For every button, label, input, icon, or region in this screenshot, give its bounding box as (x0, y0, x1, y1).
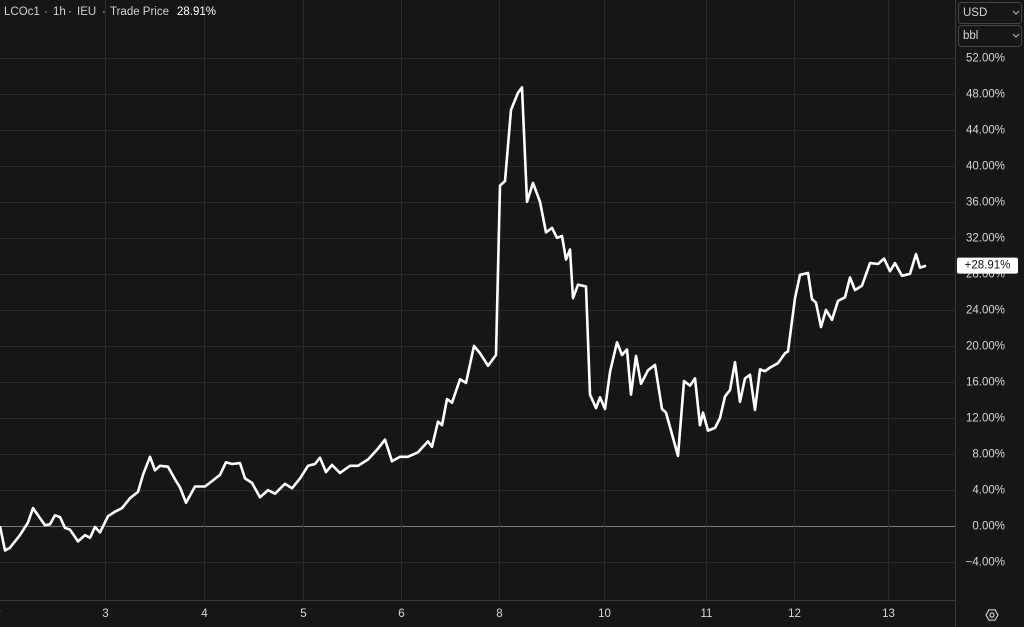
x-tick-label: 10 (598, 608, 611, 620)
header: LCOc1 · 1h · IEU · Trade Price 28.91% (4, 6, 216, 18)
last-value-box (957, 257, 1018, 274)
chevron (1012, 33, 1020, 38)
settings-icon[interactable] (985, 609, 999, 621)
dropdown-box[interactable] (958, 2, 1022, 24)
y-tick-label: 4.00% (972, 485, 1005, 497)
grid (0, 0, 955, 600)
settings-button[interactable] (985, 609, 999, 621)
plot (0, 86, 927, 552)
x-tick-label: 3 (102, 608, 108, 620)
dropdown-box[interactable] (958, 25, 1022, 47)
interval: 1h (53, 6, 66, 18)
x-tick-label: 12 (788, 608, 801, 620)
y-tick-label: 44.00% (966, 125, 1005, 137)
chevron (1012, 10, 1020, 15)
x-tick-label: 11 (701, 608, 713, 620)
separator: · (44, 6, 48, 18)
exchange: IEU (77, 6, 96, 18)
settings-icon-core (989, 612, 995, 618)
y-tick-label: 52.00% (966, 53, 1005, 65)
y-tick-label: 16.00% (966, 377, 1005, 389)
y-tick-label: 0.00% (972, 521, 1005, 533)
x-tick-label: Mar (0, 608, 1, 620)
y-tick-label: −4.00% (966, 557, 1005, 569)
currency[interactable]: USD (963, 7, 987, 19)
currency-select[interactable]: USD (958, 2, 1022, 24)
price-line (0, 86, 927, 552)
y-tick-label: 8.00% (972, 449, 1005, 461)
last-value-label: +28.91% (965, 260, 1011, 272)
x-tick-label: 4 (201, 608, 208, 620)
y-tick-label: 36.00% (966, 197, 1005, 209)
y-tick-label: 32.00% (966, 233, 1005, 245)
separator: · (68, 6, 72, 18)
unit-select[interactable]: bbl (958, 25, 1022, 47)
x-tick-label: 5 (300, 608, 306, 620)
symbol: LCOc1 (4, 6, 40, 18)
unit[interactable]: bbl (963, 30, 978, 42)
y-tick-label: 12.00% (966, 413, 1005, 425)
x-tick-label: 13 (882, 608, 895, 620)
x-tick-label: 8 (496, 608, 502, 620)
y-tick-label: 24.00% (966, 305, 1005, 317)
y-tick-label: 20.00% (966, 341, 1005, 353)
field: Trade Price (110, 6, 169, 18)
x-tick-label: 6 (398, 608, 404, 620)
y-tick-label: 48.00% (966, 89, 1005, 101)
header-value: 28.91% (177, 6, 216, 18)
labels: −4.00% 0.00% 4.00% 8.00% 12.00% 16.00% 20.00% 2… (0, 53, 1018, 620)
y-tick-label: 40.00% (966, 161, 1005, 173)
separator: · (102, 6, 106, 18)
